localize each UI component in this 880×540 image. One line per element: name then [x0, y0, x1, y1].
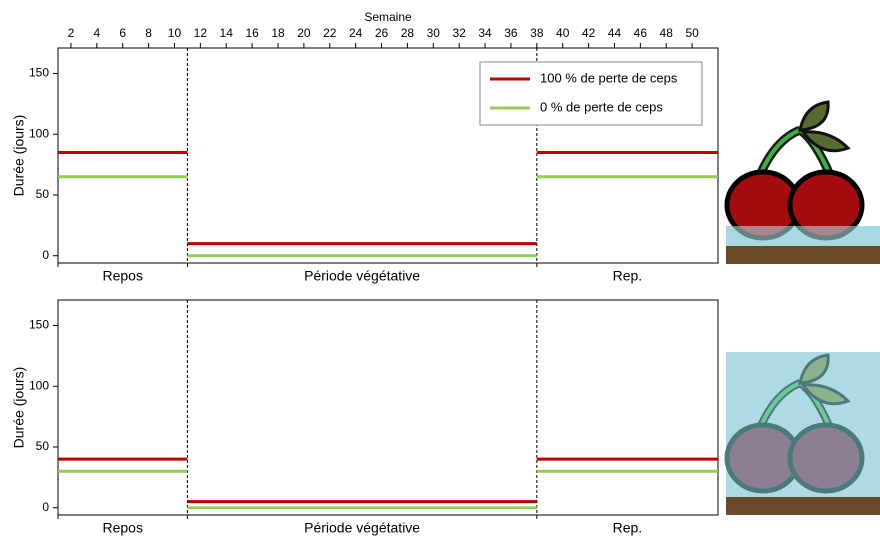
cherry-icon-faded	[724, 352, 880, 515]
x-tick-label: 18	[271, 26, 285, 40]
phase-label: Période végétative	[304, 268, 420, 284]
x-tick-label: 50	[685, 26, 699, 40]
x-tick-label: 26	[375, 26, 389, 40]
y-axis-label: Durée (jours)	[11, 367, 27, 449]
x-tick-label: 32	[452, 26, 466, 40]
x-tick-label: 16	[245, 26, 259, 40]
x-tick-label: 6	[119, 26, 126, 40]
series-line	[58, 457, 718, 504]
plot-frame	[57, 47, 719, 264]
x-tick-label: 38	[530, 26, 544, 40]
phase-label: Rep.	[613, 268, 643, 284]
x-tick-label: 34	[478, 26, 492, 40]
x-tick-label: 30	[427, 26, 441, 40]
plot-frame	[57, 299, 719, 516]
x-tick-label: 14	[220, 26, 234, 40]
legend-box	[479, 61, 703, 126]
phase-label: Rep.	[613, 520, 643, 536]
x-tick-label: 46	[634, 26, 648, 40]
y-tick-label: 50	[36, 187, 50, 201]
x-tick-label: 12	[194, 26, 208, 40]
x-tick-label: 24	[349, 26, 363, 40]
x-tick-label: 40	[556, 26, 570, 40]
legend-label: 0 % de perte de ceps	[540, 99, 663, 114]
cherry-icon	[724, 100, 880, 264]
phase-label: Repos	[102, 268, 142, 284]
series-line	[58, 150, 718, 246]
y-tick-label: 150	[29, 66, 49, 80]
y-tick-label: 100	[29, 126, 49, 140]
x-tick-label: 44	[608, 26, 622, 40]
x-tick-label: 20	[297, 26, 311, 40]
y-tick-label: 50	[36, 439, 50, 453]
phase-label: Repos	[102, 520, 142, 536]
y-tick-label: 100	[29, 378, 49, 392]
x-tick-label: 28	[401, 26, 415, 40]
x-tick-label: 4	[93, 26, 100, 40]
series-line	[58, 469, 718, 510]
series-line	[58, 175, 718, 258]
x-tick-label: 10	[168, 26, 182, 40]
x-tick-label: 22	[323, 26, 337, 40]
x-tick-label: 2	[68, 26, 75, 40]
x-tick-label: 48	[660, 26, 674, 40]
y-tick-label: 0	[42, 500, 49, 514]
legend-label: 100 % de perte de ceps	[540, 70, 678, 85]
x-axis-label: Semaine	[364, 10, 412, 24]
x-tick-label: 36	[504, 26, 518, 40]
x-tick-label: 42	[582, 26, 596, 40]
y-tick-label: 0	[42, 248, 49, 262]
phase-label: Période végétative	[304, 520, 420, 536]
x-tick-label: 8	[145, 26, 152, 40]
y-axis-label: Durée (jours)	[11, 115, 27, 197]
y-tick-label: 150	[29, 318, 49, 332]
